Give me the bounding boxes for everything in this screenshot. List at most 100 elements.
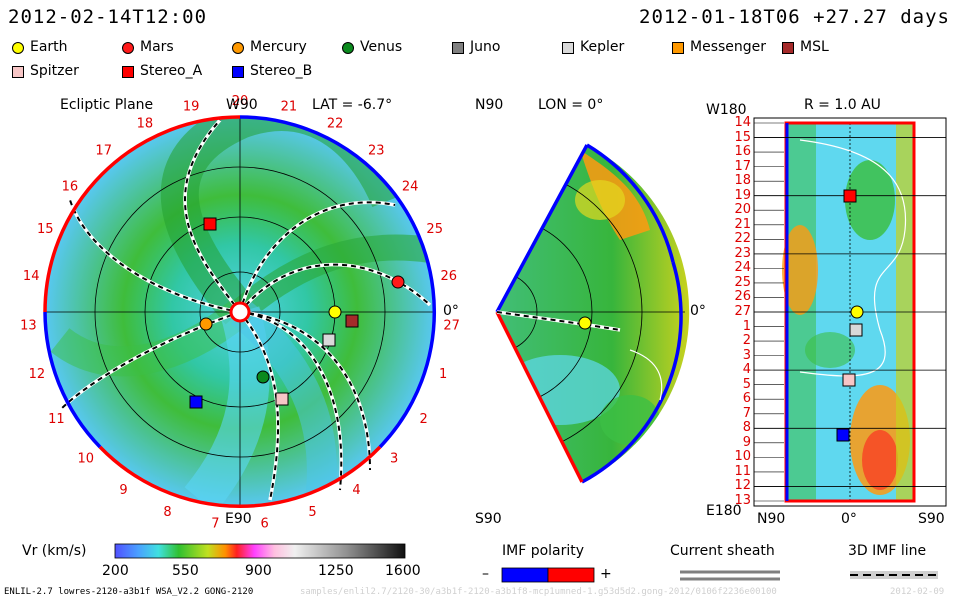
kepler-marker-radial: [849, 323, 863, 337]
carrington-label: 14: [23, 269, 40, 284]
trail-footer: 2012-02-09: [890, 587, 945, 597]
carrington-label: 26: [441, 269, 458, 284]
carrington-label: 13: [20, 318, 37, 333]
stereo-b-legend-icon: [232, 66, 244, 78]
carrington-label: 4: [352, 483, 360, 498]
stereo-b-marker-radial: [836, 428, 850, 442]
imf-line-label: 3D IMF line: [848, 543, 927, 559]
radial-x-tick-s90: S90: [918, 511, 945, 527]
venus-legend-icon: [342, 42, 354, 54]
current-sheath-label: Current sheath: [670, 543, 775, 559]
carrington-label: 18: [137, 117, 154, 132]
colorbar-tick-550: 550: [172, 563, 199, 579]
imf-polarity-label: IMF polarity: [502, 543, 585, 559]
legend-label: MSL: [800, 39, 829, 55]
colorbar-tick-200: 200: [102, 563, 129, 579]
legend-label: Mercury: [250, 39, 307, 55]
mars-marker: [391, 275, 405, 289]
meridional-bottom-label: S90: [475, 511, 502, 527]
radial-top-left-label: W180: [706, 102, 747, 118]
carrington-label: 20: [232, 94, 249, 109]
radial-y-tick: 8: [742, 420, 751, 436]
radial-y-tick: 18: [734, 173, 751, 189]
radial-panel: [753, 117, 947, 507]
radial-y-tick: 26: [734, 289, 751, 305]
radial-y-tick: 23: [734, 245, 751, 261]
carrington-label: 11: [48, 412, 65, 427]
radial-y-tick: 9: [742, 434, 751, 450]
imf-minus-label: –: [482, 566, 489, 582]
carrington-label: 19: [183, 100, 200, 115]
earth-marker: [328, 305, 342, 319]
ecliptic-bottom-label: E90: [225, 511, 252, 527]
legend-label: Stereo_B: [250, 63, 313, 79]
carrington-label: 7: [211, 517, 219, 532]
meridional-top-label: N90: [475, 97, 504, 113]
radial-y-tick: 27: [734, 304, 751, 319]
stereo-a-legend-icon: [122, 66, 134, 78]
carrington-longitude-labels: 20 21222324252627123456789101112131415161…: [20, 94, 460, 532]
model-footer: ENLIL-2.7 lowres-2120-a3b1f WSA_V2.2 GON…: [4, 587, 254, 597]
radial-y-tick: 15: [734, 129, 751, 145]
reference-datetime: 2012-01-18T06 +27.27 days: [639, 6, 950, 28]
mars-legend-icon: [122, 42, 134, 54]
colorbar-tick-1600: 1600: [385, 563, 421, 579]
mercury-marker: [199, 317, 213, 331]
legend-label: Kepler: [580, 39, 625, 55]
carrington-label: 15: [37, 222, 54, 237]
carrington-label: 24: [402, 179, 419, 194]
imf-minus-swatch: [501, 567, 549, 583]
ecliptic-panel: 20 21222324252627123456789101112131415161…: [20, 94, 460, 532]
carrington-label: 23: [368, 144, 385, 159]
radial-y-tick: 19: [734, 187, 751, 203]
radial-grid: [754, 122, 946, 502]
meridional-lon-label: LON = 0°: [538, 97, 604, 113]
radial-y-tick: 12: [734, 478, 751, 494]
radial-y-tick: 5: [742, 376, 751, 392]
stereo-a-marker-radial: [843, 189, 857, 203]
radial-x-tick-0: 0°: [841, 511, 857, 527]
radial-y-tick: 3: [742, 347, 751, 363]
ecliptic-title: Ecliptic Plane: [60, 97, 154, 113]
radial-y-tick: 4: [742, 362, 751, 378]
radial-y-tick: 1: [742, 318, 751, 334]
mercury-legend-icon: [232, 42, 244, 54]
carrington-label: 10: [78, 452, 95, 467]
radial-y-tick: 6: [742, 391, 751, 407]
msl-legend-icon: [782, 42, 794, 54]
radial-bottom-left-label: E180: [706, 503, 742, 519]
radial-y-tick: 10: [734, 449, 751, 465]
radial-y-tick: 21: [734, 216, 751, 232]
legend-label: Messenger: [690, 39, 767, 55]
radial-y-tick: 14: [734, 115, 751, 130]
carrington-label: 2: [419, 412, 427, 427]
carrington-label: 21: [281, 100, 298, 115]
radial-y-tick: 2: [742, 333, 751, 349]
carrington-label: 8: [163, 505, 171, 520]
spitzer-marker-radial: [842, 373, 856, 387]
radial-title: R = 1.0 AU: [804, 97, 881, 113]
radial-y-tick: 17: [734, 158, 751, 174]
carrington-label: 16: [62, 179, 79, 194]
carrington-label: 1: [439, 367, 447, 382]
meridional-panel: [495, 143, 690, 484]
legend-label: Stereo_A: [140, 63, 203, 79]
kepler-legend-icon: [562, 42, 574, 54]
carrington-label: 25: [426, 222, 443, 237]
radial-y-tick: 7: [742, 405, 751, 421]
carrington-label: 17: [95, 144, 112, 159]
msl-marker: [345, 314, 359, 328]
stereo-b-marker: [189, 395, 203, 409]
legend-label: Earth: [30, 39, 68, 55]
imf-plus-label: +: [600, 566, 612, 582]
current-datetime: 2012-02-14T12:00: [8, 6, 208, 28]
ecliptic-right-label: 0°: [443, 303, 459, 319]
radial-y-tick: 20: [734, 202, 751, 218]
vr-colorbar: [114, 543, 406, 559]
path-footer: samples/enlil2.7/2120-30/a3b1f-2120-a3b1…: [300, 587, 777, 597]
kepler-marker: [322, 333, 336, 347]
ecliptic-top-label: W90: [226, 97, 258, 113]
earth-legend-icon: [12, 42, 24, 54]
carrington-label: 5: [308, 505, 316, 520]
